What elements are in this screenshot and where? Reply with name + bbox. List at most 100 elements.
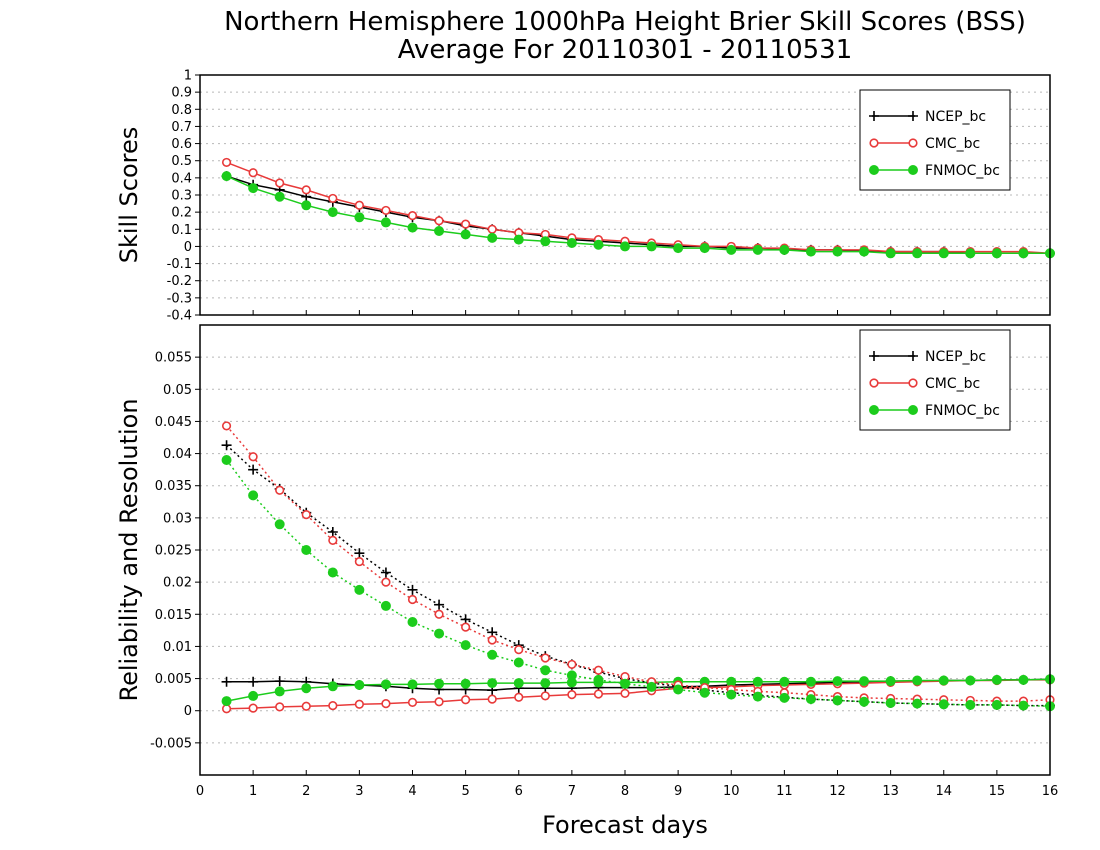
- data-point-CMC_bc: [301, 185, 311, 195]
- data-point-FNMOC_bc: [779, 692, 790, 703]
- x-tick-label: 3: [355, 784, 363, 799]
- data-point-FNMOC_bc: [912, 248, 923, 259]
- x-tick-label: 6: [515, 784, 523, 799]
- y-tick-label: 0.4: [171, 171, 192, 186]
- legend-marker-FNMOC_bc: [868, 404, 879, 415]
- data-point-FNMOC_bc: [912, 675, 923, 686]
- data-point-FNMOC_bc: [460, 640, 471, 651]
- legend-marker-NCEP_bc: [908, 351, 918, 361]
- y-tick-label: 0.035: [155, 479, 192, 494]
- data-point-CMC_bc: [221, 157, 232, 168]
- data-point-FNMOC_bc: [646, 241, 657, 252]
- data-point-CMC_bc: [275, 178, 285, 188]
- data-point-FNMOC_bc: [434, 628, 445, 639]
- chart-title-line1: Northern Hemisphere 1000hPa Height Brier…: [224, 7, 1026, 37]
- data-point-FNMOC_bc: [699, 243, 710, 254]
- data-point-FNMOC_bc: [752, 691, 763, 702]
- data-point-FNMOC_bc: [248, 690, 259, 701]
- data-point-FNMOC_bc: [938, 248, 949, 259]
- x-tick-label: 16: [1042, 784, 1059, 799]
- data-point-FNMOC_bc: [726, 244, 737, 255]
- data-point-FNMOC_bc: [434, 226, 445, 237]
- data-point-FNMOC_bc: [354, 584, 365, 595]
- data-point-FNMOC_bc: [593, 674, 604, 685]
- data-point-CMC_bc: [328, 700, 338, 711]
- legend-label-NCEP_bc: NCEP_bc: [925, 349, 986, 365]
- y-tick-label: 0.045: [155, 415, 192, 430]
- data-point-FNMOC_bc: [832, 676, 843, 687]
- y-tick-label: -0.005: [150, 736, 192, 751]
- data-point-FNMOC_bc: [487, 678, 498, 689]
- data-point-CMC_bc: [540, 691, 550, 701]
- data-point-FNMOC_bc: [434, 678, 445, 689]
- legend-box: [859, 329, 1011, 431]
- data-point-CMC_bc: [407, 210, 418, 221]
- x-axis-title: Forecast days: [542, 811, 708, 839]
- data-point-CMC_bc: [514, 645, 524, 655]
- data-point-NCEP_bc: [434, 599, 445, 610]
- plot-frame: [199, 74, 1051, 316]
- legend-box: [859, 89, 1011, 191]
- data-point-CMC_bc: [248, 703, 258, 713]
- data-point-FNMOC_bc: [646, 681, 657, 692]
- data-point-NCEP_bc: [354, 548, 365, 559]
- data-point-CMC_bc: [434, 609, 444, 619]
- data-point-FNMOC_bc: [301, 200, 312, 211]
- data-point-CMC_bc: [248, 168, 258, 178]
- data-point-CMC_bc: [381, 577, 391, 587]
- data-point-CMC_bc: [275, 702, 285, 712]
- y-tick-label: 0.03: [163, 511, 192, 526]
- y-tick-label: 0.01: [163, 640, 192, 655]
- legend: NCEP_bc CMC_bc FNMOC_bc: [859, 329, 1011, 431]
- data-point-FNMOC_bc: [885, 697, 896, 708]
- data-point-CMC_bc: [328, 535, 338, 545]
- data-point-CMC_bc: [434, 697, 444, 707]
- data-point-CMC_bc: [567, 690, 577, 700]
- data-point-CMC_bc: [275, 485, 285, 495]
- y-tick-label: 0.015: [155, 608, 192, 623]
- data-point-FNMOC_bc: [540, 678, 551, 689]
- data-point-CMC_bc: [407, 594, 418, 605]
- data-point-NCEP_bc: [221, 676, 232, 687]
- y-axis-title: Skill Scores: [115, 127, 143, 264]
- y-tick-label: -0.3: [167, 291, 192, 306]
- data-point-FNMOC_bc: [487, 232, 498, 243]
- data-point-CMC_bc: [248, 452, 258, 462]
- legend-label-FNMOC_bc: FNMOC_bc: [925, 403, 1000, 419]
- data-point-FNMOC_bc: [566, 670, 577, 681]
- data-point-FNMOC_bc: [248, 183, 259, 194]
- y-tick-label: 0.8: [171, 103, 192, 118]
- data-point-FNMOC_bc: [380, 679, 391, 690]
- data-point-FNMOC_bc: [832, 246, 843, 257]
- data-point-FNMOC_bc: [991, 699, 1002, 710]
- legend-marker-NCEP_bc: [908, 111, 918, 121]
- data-point-CMC_bc: [434, 216, 444, 226]
- x-tick-label: 10: [723, 784, 740, 799]
- data-point-NCEP_bc: [274, 676, 285, 687]
- data-point-FNMOC_bc: [965, 699, 976, 710]
- data-point-FNMOC_bc: [513, 678, 524, 689]
- data-point-FNMOC_bc: [1018, 700, 1029, 711]
- series-line-FNMOC_bc-dotted: [225, 459, 1051, 707]
- data-point-FNMOC_bc: [274, 191, 285, 202]
- y-tick-label: 0.04: [163, 447, 192, 462]
- legend-label-CMC_bc: CMC_bc: [925, 136, 980, 152]
- data-point-CMC_bc: [354, 200, 364, 210]
- legend-marker-NCEP_bc: [869, 351, 879, 361]
- x-tick-label: 5: [461, 784, 469, 799]
- y-tick-label: 0.05: [163, 383, 192, 398]
- data-point-FNMOC_bc: [805, 246, 816, 257]
- y-tick-label: 0.5: [171, 154, 192, 169]
- x-tick-label: 2: [302, 784, 310, 799]
- data-point-CMC_bc: [593, 665, 604, 675]
- data-point-FNMOC_bc: [859, 676, 870, 687]
- reliability-resolution-panel: -0.005 0 0.005 0.01 0.015 0.02 0.025 0.03 0.035 0…: [115, 324, 1056, 776]
- data-point-CMC_bc: [301, 701, 311, 711]
- data-point-CMC_bc: [461, 219, 471, 229]
- legend-marker-CMC_bc: [908, 378, 918, 388]
- data-point-CMC_bc: [620, 688, 630, 698]
- data-point-FNMOC_bc: [301, 544, 312, 555]
- data-point-FNMOC_bc: [619, 678, 630, 689]
- data-point-CMC_bc: [487, 694, 497, 704]
- y-axis-title: Reliability and Resolution: [115, 398, 143, 701]
